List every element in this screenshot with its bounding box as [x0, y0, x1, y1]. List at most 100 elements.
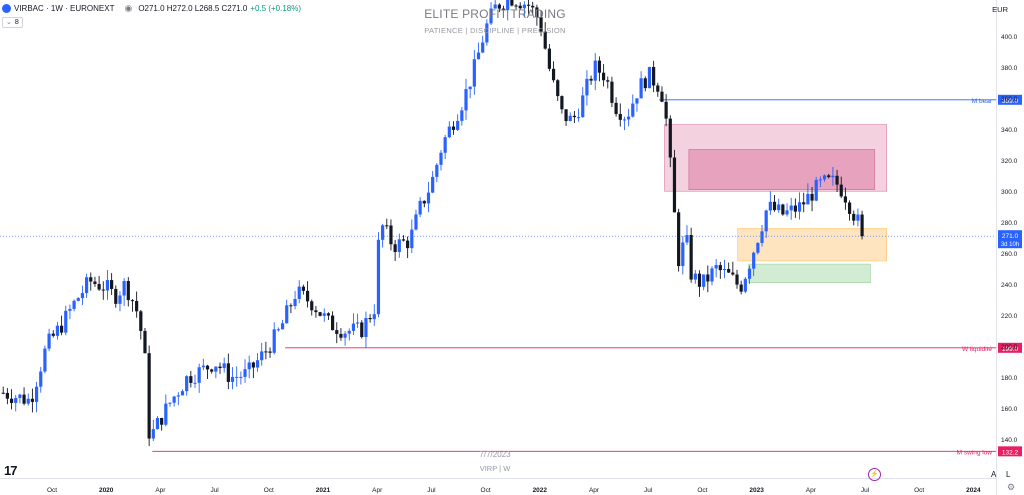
currency-label[interactable]: EUR: [992, 5, 1008, 14]
symbol-header: VIRBAC · 1W · EURONEXT ◉ O271.0 H272.0 L…: [0, 0, 301, 16]
candle-body: [668, 118, 672, 158]
candle-body: [422, 200, 426, 204]
candle-body: [260, 351, 264, 361]
candle-body: [572, 115, 577, 118]
candle-body: [785, 210, 789, 215]
candle-body: [114, 288, 118, 304]
candle-body: [30, 398, 35, 402]
candle-body: [418, 200, 422, 215]
price-tick-label: 340.0: [1001, 127, 1018, 134]
indicators-toggle[interactable]: ⌄ 8: [2, 17, 23, 28]
level-label: W liquidité: [962, 346, 992, 353]
candle-body: [235, 376, 239, 378]
candle-body: [506, 0, 510, 11]
candle-body: [9, 398, 14, 403]
price-tick-label: 240.0: [1001, 282, 1018, 289]
time-tick-label: 2023: [749, 487, 764, 494]
candle-body: [389, 225, 393, 245]
candle-body: [522, 4, 526, 9]
candle-body: [293, 298, 297, 306]
candle-body: [722, 268, 727, 271]
candle-body: [381, 225, 385, 240]
level-label: M bear: [972, 98, 993, 105]
candle-body: [18, 394, 22, 398]
candle-body: [22, 394, 26, 404]
candle-body: [280, 323, 285, 330]
level-price-tag: [998, 342, 1022, 353]
ohlc-values: O271.0 H272.0 L268.5 C271.0: [138, 3, 248, 13]
candle-body: [297, 286, 301, 299]
candle-body: [39, 371, 43, 387]
current-price-countdown: 3d 10h: [1001, 242, 1019, 248]
candle-body: [330, 315, 335, 331]
price-tick-label: 180.0: [1001, 375, 1018, 382]
candle-body: [814, 179, 818, 201]
candle-body: [702, 274, 706, 287]
candle-body: [410, 229, 414, 249]
candle-body: [406, 240, 410, 249]
candle-body: [764, 210, 768, 232]
level-price-value: 132.2: [1002, 449, 1019, 456]
candle-body: [652, 66, 656, 86]
candle-body: [827, 175, 831, 178]
candle-body: [351, 323, 356, 331]
candle-body: [55, 325, 60, 336]
indicator-count: 8: [14, 19, 19, 26]
candle-body: [589, 78, 593, 81]
candle-body: [772, 201, 777, 211]
candle-body: [560, 96, 564, 110]
tradingview-logo[interactable]: 17: [4, 463, 18, 478]
price-tick-label: 400.0: [1001, 34, 1018, 41]
time-tick-label: Apr: [155, 487, 166, 494]
candle-body: [531, 5, 535, 8]
candle-body: [585, 78, 589, 96]
candle-body: [539, 17, 543, 32]
candle-body: [85, 277, 89, 294]
candle-body: [431, 176, 435, 193]
time-tick-label: 2021: [316, 487, 331, 494]
candle-body: [481, 42, 485, 53]
candle-body: [105, 280, 110, 291]
candle-body: [581, 95, 585, 118]
candle-body: [76, 298, 80, 301]
candle-body: [543, 31, 547, 49]
candle-body: [456, 120, 460, 130]
time-tick-label: Oct: [47, 487, 57, 494]
candle-body: [310, 301, 314, 311]
candle-body: [610, 81, 614, 103]
price-tick-label: 260.0: [1001, 251, 1018, 258]
candle-body: [214, 366, 218, 372]
candle-body: [68, 308, 72, 311]
eye-icon[interactable]: ◉: [124, 2, 133, 13]
candle-body: [80, 293, 85, 299]
candle-body: [518, 5, 522, 9]
candle-body: [468, 86, 472, 90]
candle-body: [476, 52, 481, 60]
candle-body: [180, 391, 185, 396]
candle-body: [64, 310, 68, 333]
candle-body: [839, 184, 843, 197]
time-tick-label: Jul: [861, 487, 870, 494]
symbol-title[interactable]: VIRBAC · 1W · EURONEXT: [14, 3, 115, 13]
watermark-subtitle: PATIENCE | DISCIPLINE | PRECISION: [424, 26, 566, 35]
lightning-icon[interactable]: ⚡: [868, 468, 881, 481]
candle-body: [305, 290, 310, 302]
candle-body: [164, 403, 168, 425]
candle-body: [276, 329, 280, 331]
candle-body: [497, 4, 501, 9]
candle-body: [197, 367, 201, 383]
log-scale-button[interactable]: L: [1006, 470, 1011, 479]
candle-body: [718, 265, 722, 271]
price-tick-label: 140.0: [1001, 437, 1018, 444]
candle-body: [34, 386, 39, 402]
auto-scale-button[interactable]: A: [991, 470, 997, 479]
candle-body: [135, 300, 139, 312]
candle-body: [264, 351, 268, 353]
candle-body: [601, 72, 606, 81]
time-tick-label: Jul: [644, 487, 653, 494]
gear-icon[interactable]: ⚙: [1007, 482, 1016, 492]
candle-body: [493, 4, 497, 9]
candle-body: [593, 60, 597, 81]
candle-body: [322, 313, 326, 316]
